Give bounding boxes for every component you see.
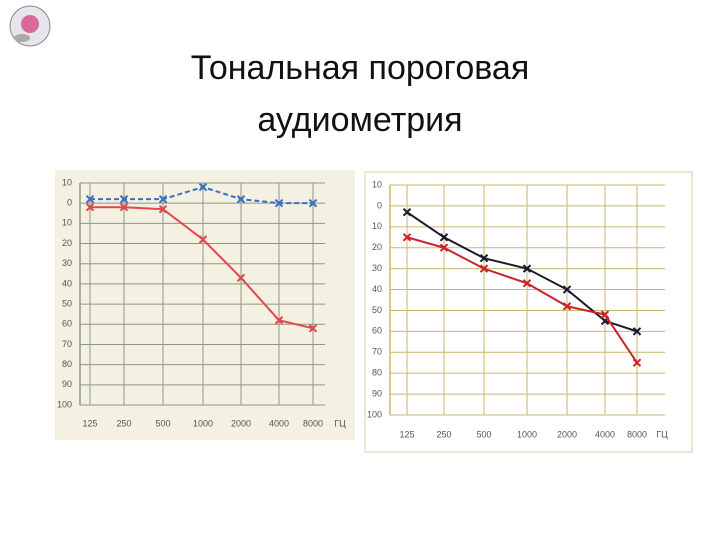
chart-bg xyxy=(55,170,355,440)
point-marker xyxy=(522,279,532,288)
y-tick-label: 100 xyxy=(367,409,382,419)
y-tick-label: 40 xyxy=(62,278,72,288)
x-tick-label: 125 xyxy=(399,429,414,439)
y-tick-label: 10 xyxy=(62,177,72,187)
point-marker xyxy=(402,233,412,242)
point-marker xyxy=(274,316,284,325)
point-marker xyxy=(119,194,129,204)
point-marker xyxy=(632,358,642,367)
y-tick-label: 70 xyxy=(62,339,72,349)
x-axis-label: ГЦ xyxy=(334,418,346,428)
y-tick-label: 20 xyxy=(62,238,72,248)
y-tick-label: 90 xyxy=(62,379,72,389)
point-marker xyxy=(158,194,168,204)
logo xyxy=(9,5,51,47)
x-tick-label: 500 xyxy=(155,418,170,428)
x-tick-label: 1000 xyxy=(193,418,213,428)
point-marker xyxy=(600,310,610,319)
y-tick-label: 60 xyxy=(372,326,382,336)
chart-bg xyxy=(364,171,693,453)
point-marker xyxy=(562,302,572,311)
point-marker xyxy=(158,205,168,214)
point-marker xyxy=(562,285,572,294)
x-axis-label: ГЦ xyxy=(656,429,668,439)
point-marker xyxy=(439,243,449,252)
point-marker xyxy=(479,253,489,263)
y-tick-label: 50 xyxy=(62,298,72,308)
x-tick-label: 125 xyxy=(82,418,97,428)
y-tick-label: 70 xyxy=(372,347,382,357)
y-tick-label: 80 xyxy=(62,359,72,369)
x-tick-label: 250 xyxy=(436,429,451,439)
point-marker xyxy=(198,182,208,192)
y-tick-label: 40 xyxy=(372,284,382,294)
y-tick-label: 10 xyxy=(372,179,382,189)
point-marker xyxy=(119,203,129,212)
point-marker xyxy=(522,264,532,273)
title-line: Тональная пороговая xyxy=(190,49,530,87)
point-marker xyxy=(308,198,318,208)
y-tick-label: 80 xyxy=(372,368,382,378)
y-tick-label: 0 xyxy=(377,200,382,210)
y-tick-label: 10 xyxy=(62,218,72,228)
x-tick-label: 4000 xyxy=(595,429,615,439)
point-marker xyxy=(402,207,412,217)
y-tick-label: 90 xyxy=(372,388,382,398)
x-tick-label: 500 xyxy=(476,429,491,439)
point-marker xyxy=(308,324,318,333)
y-tick-label: 60 xyxy=(62,319,72,329)
y-tick-label: 50 xyxy=(372,305,382,315)
point-marker xyxy=(274,198,284,208)
y-tick-label: 100 xyxy=(57,399,72,409)
x-tick-label: 8000 xyxy=(303,418,323,428)
x-tick-label: 4000 xyxy=(269,418,289,428)
point-marker xyxy=(236,273,246,283)
point-marker xyxy=(479,264,489,273)
x-tick-label: 2000 xyxy=(557,429,577,439)
point-marker xyxy=(198,235,208,244)
point-marker xyxy=(85,194,95,204)
point-marker xyxy=(632,327,642,336)
point-marker xyxy=(85,203,95,212)
y-tick-label: 30 xyxy=(62,258,72,268)
x-tick-label: 1000 xyxy=(517,429,537,439)
y-tick-label: 10 xyxy=(372,221,382,231)
point-marker xyxy=(236,194,246,204)
y-tick-label: 30 xyxy=(372,263,382,273)
y-tick-label: 20 xyxy=(372,242,382,252)
x-tick-label: 2000 xyxy=(231,418,251,428)
slide-title: Тональная пороговая аудиометрия xyxy=(0,42,720,146)
x-tick-label: 250 xyxy=(116,418,131,428)
y-tick-label: 0 xyxy=(67,198,72,208)
point-marker xyxy=(439,233,449,242)
title-line: аудиометрия xyxy=(257,101,463,139)
x-tick-label: 8000 xyxy=(627,429,647,439)
